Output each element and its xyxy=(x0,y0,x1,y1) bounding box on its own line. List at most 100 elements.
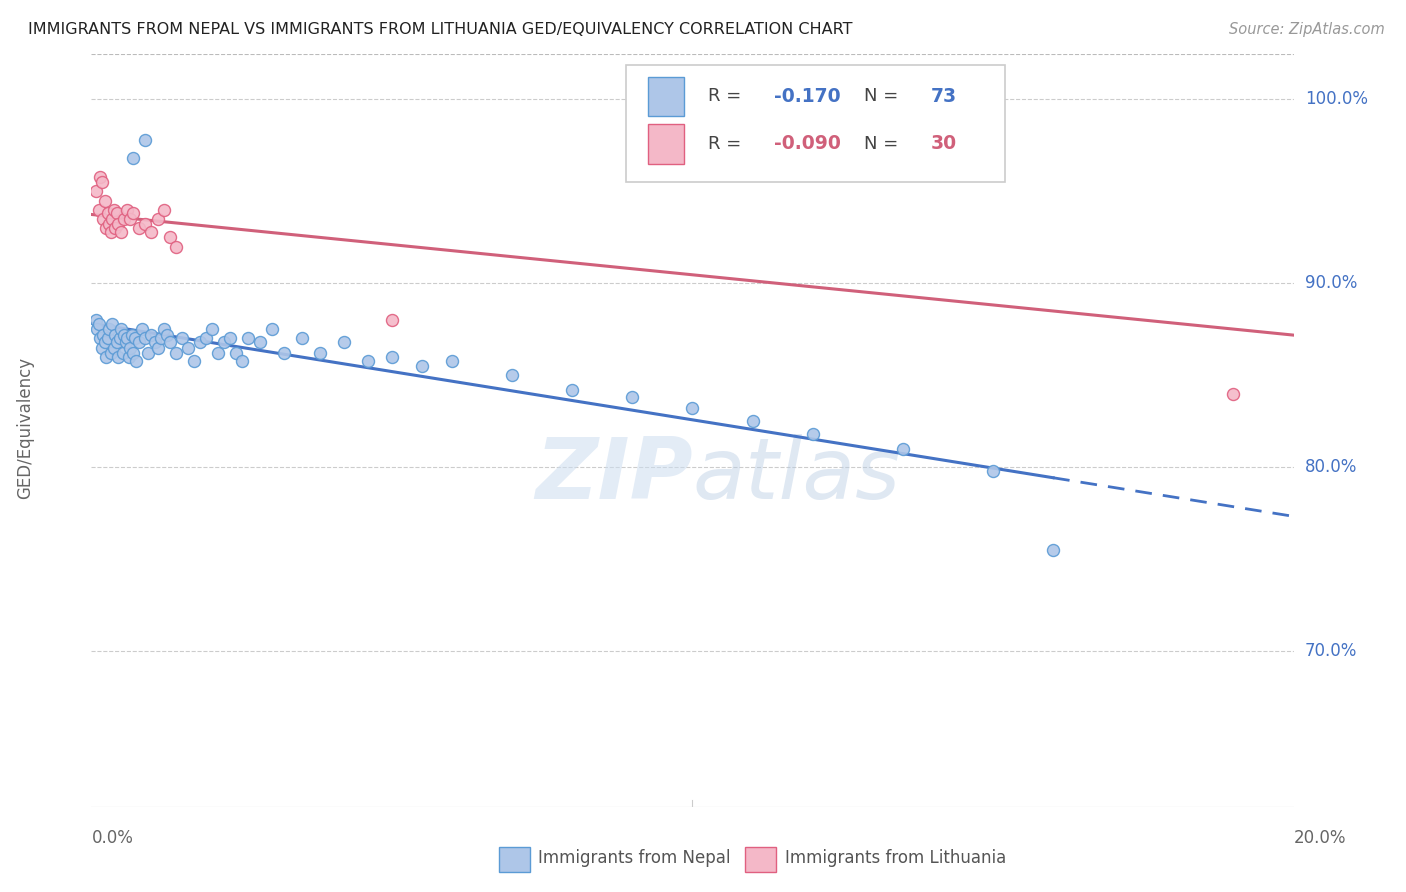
Point xyxy=(84,313,107,327)
Point xyxy=(110,331,132,345)
Point xyxy=(117,331,139,345)
Point xyxy=(501,368,523,383)
Point xyxy=(91,175,114,189)
Point xyxy=(1042,542,1064,557)
Point xyxy=(440,353,463,368)
Point xyxy=(411,359,433,373)
Point xyxy=(100,225,122,239)
Point xyxy=(115,335,138,350)
Point xyxy=(128,221,150,235)
Point xyxy=(131,322,153,336)
Point xyxy=(110,225,132,239)
FancyBboxPatch shape xyxy=(648,77,685,116)
Point xyxy=(291,331,314,345)
FancyBboxPatch shape xyxy=(648,124,685,163)
Text: 30: 30 xyxy=(931,135,956,153)
Text: GED/Equivalency: GED/Equivalency xyxy=(17,357,34,500)
Text: 70.0%: 70.0% xyxy=(1305,642,1357,660)
Point xyxy=(891,166,914,180)
Point xyxy=(104,221,127,235)
Point xyxy=(218,331,240,345)
Point xyxy=(93,327,115,342)
Point xyxy=(103,202,125,217)
Point xyxy=(981,464,1004,478)
Text: N =: N = xyxy=(865,135,904,153)
Point xyxy=(188,335,211,350)
Text: 100.0%: 100.0% xyxy=(1305,90,1368,109)
Point xyxy=(128,335,150,350)
Point xyxy=(333,335,356,350)
Point xyxy=(357,353,380,368)
Point xyxy=(118,350,141,364)
Point xyxy=(260,322,283,336)
Point xyxy=(104,327,127,342)
Point xyxy=(110,322,132,336)
Point xyxy=(91,341,114,355)
Point xyxy=(134,133,156,147)
Point xyxy=(122,206,145,220)
Text: N =: N = xyxy=(865,87,904,105)
Text: ZIP: ZIP xyxy=(534,434,692,517)
Point xyxy=(207,346,229,360)
Point xyxy=(100,346,122,360)
Point xyxy=(93,211,115,226)
Point xyxy=(89,169,111,184)
Text: -0.090: -0.090 xyxy=(775,135,841,153)
Point xyxy=(134,218,156,232)
Point xyxy=(152,202,174,217)
Point xyxy=(308,346,330,360)
Point xyxy=(93,194,115,208)
FancyBboxPatch shape xyxy=(626,65,1005,182)
Text: 73: 73 xyxy=(931,87,956,106)
Point xyxy=(122,346,145,360)
Point xyxy=(159,230,181,244)
Point xyxy=(381,350,404,364)
Point xyxy=(146,341,169,355)
Point xyxy=(120,341,142,355)
Point xyxy=(122,151,145,165)
Point xyxy=(87,202,110,217)
Point xyxy=(107,350,129,364)
Point xyxy=(165,239,187,253)
Point xyxy=(86,322,108,336)
Point xyxy=(101,317,124,331)
Text: R =: R = xyxy=(709,135,747,153)
Point xyxy=(141,327,163,342)
Point xyxy=(87,317,110,331)
Point xyxy=(120,211,142,226)
Point xyxy=(107,218,129,232)
Point xyxy=(98,218,121,232)
Point xyxy=(93,335,115,350)
Point xyxy=(101,211,124,226)
Point xyxy=(225,346,247,360)
Point xyxy=(114,211,136,226)
Text: Immigrants from Nepal: Immigrants from Nepal xyxy=(538,849,731,867)
Point xyxy=(159,335,181,350)
Text: R =: R = xyxy=(709,87,747,105)
Point xyxy=(170,331,193,345)
Point xyxy=(891,442,914,456)
Point xyxy=(146,211,169,226)
Point xyxy=(741,414,763,428)
Point xyxy=(155,327,177,342)
Text: atlas: atlas xyxy=(692,434,900,517)
Point xyxy=(143,335,166,350)
Point xyxy=(105,206,128,220)
Point xyxy=(134,331,156,345)
Point xyxy=(165,346,187,360)
Point xyxy=(111,346,134,360)
Point xyxy=(176,341,198,355)
Point xyxy=(103,341,125,355)
Point xyxy=(149,331,172,345)
Point xyxy=(125,353,148,368)
Point xyxy=(621,390,644,404)
Point xyxy=(114,327,136,342)
Point xyxy=(84,185,107,199)
Point xyxy=(97,206,120,220)
Point xyxy=(801,427,824,442)
Point xyxy=(121,327,143,342)
Point xyxy=(96,350,118,364)
Point xyxy=(97,331,120,345)
Point xyxy=(89,331,111,345)
Point xyxy=(273,346,295,360)
